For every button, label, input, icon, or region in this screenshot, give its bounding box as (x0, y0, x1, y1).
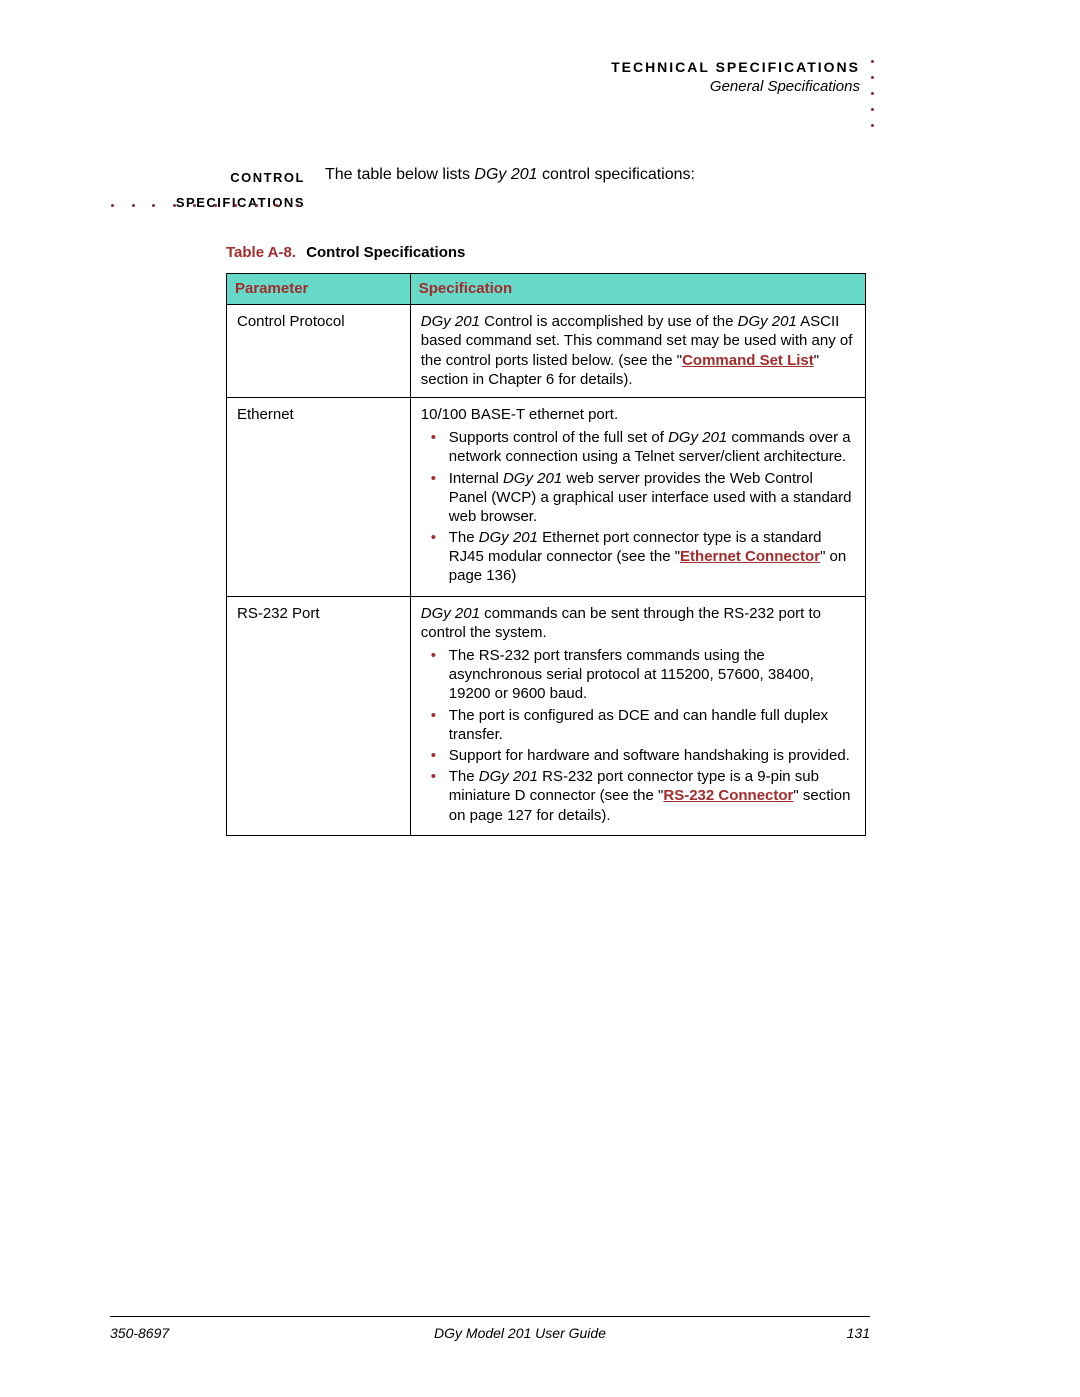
bullet-list: Supports control of the full set of DGy … (421, 428, 855, 586)
section-dots-icon (111, 204, 299, 207)
ethernet-connector-link[interactable]: Ethernet Connector (680, 548, 820, 565)
section-label-line2: SPECIFICATIONS (176, 195, 305, 210)
page: TECHNICAL SPECIFICATIONS General Specifi… (0, 0, 1080, 1397)
list-item: The port is configured as DCE and can ha… (449, 706, 855, 744)
list-item: The RS-232 port transfers commands using… (449, 646, 855, 704)
header-subtitle: General Specifications (611, 77, 860, 97)
intro-text: The table below lists DGy 201 control sp… (325, 166, 695, 184)
spec-cell: 10/100 BASE-T ethernet port. Supports co… (410, 397, 865, 596)
table-number: Table A-8. (226, 244, 296, 261)
param-cell: Ethernet (227, 397, 411, 596)
page-footer: 350-8697 DGy Model 201 User Guide 131 (110, 1316, 870, 1341)
page-header: TECHNICAL SPECIFICATIONS General Specifi… (611, 58, 860, 97)
section-label-line1: CONTROL (230, 170, 305, 185)
command-set-list-link[interactable]: Command Set List (682, 352, 814, 369)
header-title: TECHNICAL SPECIFICATIONS (611, 58, 860, 77)
spec-cell: DGy 201 Control is accomplished by use o… (410, 305, 865, 398)
footer-left: 350-8697 (110, 1325, 230, 1341)
table-header-row: Parameter Specification (227, 274, 866, 305)
table-row: RS-232 Port DGy 201 commands can be sent… (227, 596, 866, 835)
param-cell: Control Protocol (227, 305, 411, 398)
param-cell: RS-232 Port (227, 596, 411, 835)
column-header-specification: Specification (410, 274, 865, 305)
list-item: The DGy 201 Ethernet port connector type… (449, 528, 855, 586)
list-item: Support for hardware and software handsh… (449, 746, 855, 765)
table-row: Control Protocol DGy 201 Control is acco… (227, 305, 866, 398)
list-item: Supports control of the full set of DGy … (449, 428, 855, 466)
rs232-connector-link[interactable]: RS-232 Connector (663, 787, 793, 804)
list-item: Internal DGy 201 web server provides the… (449, 469, 855, 527)
bullet-list: The RS-232 port transfers commands using… (421, 646, 855, 825)
column-header-parameter: Parameter (227, 274, 411, 305)
table-row: Ethernet 10/100 BASE-T ethernet port. Su… (227, 397, 866, 596)
table-title: Control Specifications (306, 244, 465, 261)
header-dots-icon (871, 60, 874, 127)
specifications-table: Parameter Specification Control Protocol… (226, 273, 866, 836)
list-item: The DGy 201 RS-232 port connector type i… (449, 767, 855, 825)
section-label: CONTROL SPECIFICATIONS (115, 166, 305, 215)
footer-center: DGy Model 201 User Guide (230, 1325, 810, 1341)
footer-right: 131 (810, 1325, 870, 1341)
table-caption: Table A-8. Control Specifications (226, 244, 465, 261)
spec-cell: DGy 201 commands can be sent through the… (410, 596, 865, 835)
